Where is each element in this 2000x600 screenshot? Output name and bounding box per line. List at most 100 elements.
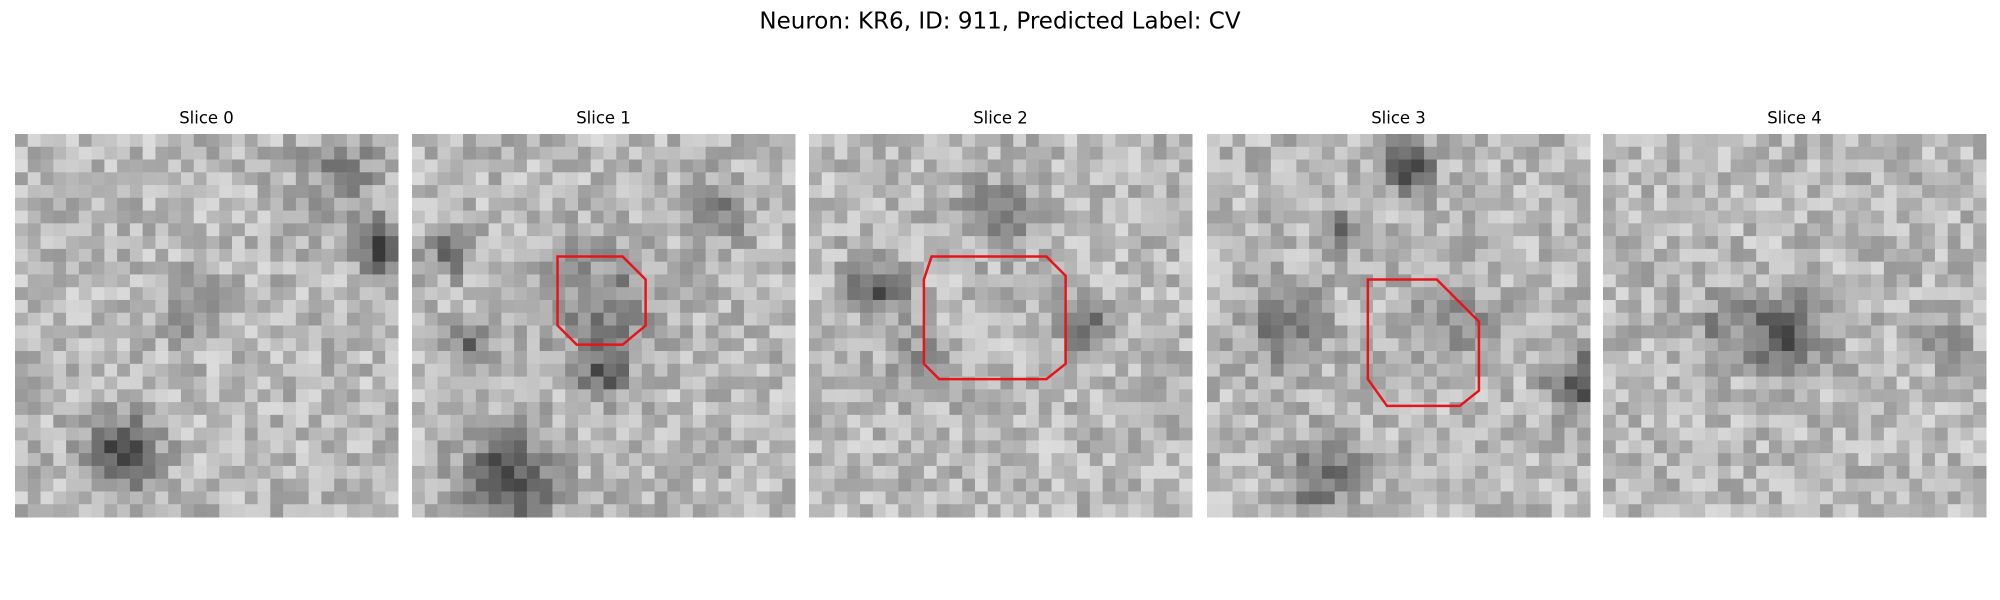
pixel bbox=[1140, 376, 1155, 390]
pixel bbox=[1283, 440, 1297, 454]
pixel bbox=[911, 504, 925, 518]
pixel bbox=[1628, 478, 1642, 492]
pixel bbox=[590, 210, 604, 224]
pixel bbox=[27, 197, 42, 212]
pixel bbox=[1909, 210, 1923, 224]
pixel bbox=[1820, 389, 1834, 403]
pixel bbox=[53, 338, 67, 352]
pixel bbox=[1026, 478, 1040, 492]
pixel bbox=[1385, 261, 1399, 275]
pixel bbox=[1654, 478, 1668, 492]
pixel bbox=[603, 299, 617, 314]
pixel bbox=[885, 236, 899, 250]
pixel bbox=[1232, 261, 1246, 275]
pixel bbox=[270, 440, 284, 454]
pixel bbox=[1128, 312, 1142, 326]
pixel bbox=[1128, 197, 1142, 212]
pixel bbox=[1794, 287, 1808, 301]
pixel bbox=[15, 210, 29, 224]
pixel bbox=[1743, 453, 1757, 467]
pixel bbox=[1858, 465, 1872, 480]
pixel bbox=[257, 325, 271, 339]
pixel bbox=[1115, 223, 1129, 237]
pixel bbox=[1768, 248, 1783, 263]
pixel bbox=[1730, 325, 1744, 339]
pixel bbox=[219, 197, 233, 212]
pixel bbox=[641, 363, 656, 378]
pixel bbox=[1398, 325, 1412, 339]
pixel bbox=[1283, 389, 1297, 403]
pixel bbox=[1500, 478, 1514, 492]
pixel bbox=[1743, 248, 1757, 263]
pixel bbox=[1551, 325, 1565, 339]
pixel bbox=[1845, 338, 1859, 352]
pixel bbox=[104, 248, 118, 263]
pixel bbox=[1730, 414, 1744, 429]
pixel bbox=[1166, 223, 1180, 237]
pixel bbox=[860, 478, 874, 492]
pixel bbox=[475, 185, 490, 199]
pixel bbox=[1781, 197, 1795, 212]
pixel bbox=[641, 338, 656, 352]
pixel bbox=[1207, 210, 1221, 224]
pixel bbox=[450, 274, 464, 288]
pixel bbox=[372, 287, 386, 301]
pixel bbox=[743, 223, 758, 237]
pixel bbox=[514, 376, 528, 390]
pixel bbox=[565, 159, 579, 173]
pixel bbox=[1334, 146, 1348, 161]
pixel bbox=[424, 440, 439, 454]
pixel bbox=[283, 465, 297, 480]
panel-title: Slice 4 bbox=[1767, 109, 1822, 128]
pixel bbox=[1462, 389, 1476, 403]
pixel bbox=[1270, 159, 1285, 173]
pixel bbox=[667, 478, 681, 492]
pixel bbox=[1424, 312, 1438, 326]
pixel bbox=[1768, 389, 1783, 403]
pixel bbox=[1321, 236, 1336, 250]
pixel bbox=[117, 248, 131, 263]
pixel bbox=[372, 325, 386, 339]
pixel bbox=[346, 465, 361, 480]
pixel bbox=[1258, 185, 1272, 199]
pixel bbox=[641, 172, 656, 186]
pixel bbox=[155, 134, 169, 148]
pixel bbox=[1666, 223, 1681, 237]
pixel bbox=[1922, 414, 1936, 429]
pixel bbox=[1000, 134, 1014, 148]
pixel bbox=[104, 491, 118, 505]
pixel bbox=[987, 172, 1001, 186]
pixel bbox=[321, 248, 335, 263]
pixel bbox=[1654, 491, 1668, 505]
pixel bbox=[1909, 248, 1923, 263]
pixel bbox=[424, 223, 439, 237]
pixel bbox=[295, 478, 310, 492]
pixel bbox=[1115, 351, 1129, 365]
pixel bbox=[1077, 159, 1091, 173]
pixel bbox=[1832, 223, 1847, 237]
pixel bbox=[168, 159, 182, 173]
pixel bbox=[885, 440, 899, 454]
pixel bbox=[1347, 427, 1361, 441]
pixel bbox=[974, 134, 989, 148]
pixel bbox=[1462, 465, 1476, 480]
pixel bbox=[809, 287, 823, 301]
pixel bbox=[1398, 299, 1412, 314]
pixel bbox=[129, 389, 144, 403]
pixel bbox=[66, 236, 80, 250]
pixel bbox=[372, 248, 386, 263]
pixel bbox=[1207, 299, 1221, 314]
pixel bbox=[1858, 312, 1872, 326]
pixel bbox=[1947, 210, 1961, 224]
pixel bbox=[514, 414, 528, 429]
pixel bbox=[923, 312, 938, 326]
pixel bbox=[1717, 223, 1732, 237]
pixel bbox=[15, 465, 29, 480]
pixel bbox=[514, 491, 528, 505]
pixel bbox=[1781, 223, 1795, 237]
pixel bbox=[1794, 197, 1808, 212]
pixel bbox=[232, 261, 246, 275]
pixel bbox=[1283, 185, 1297, 199]
pixel bbox=[1115, 146, 1129, 161]
pixel bbox=[463, 325, 477, 339]
